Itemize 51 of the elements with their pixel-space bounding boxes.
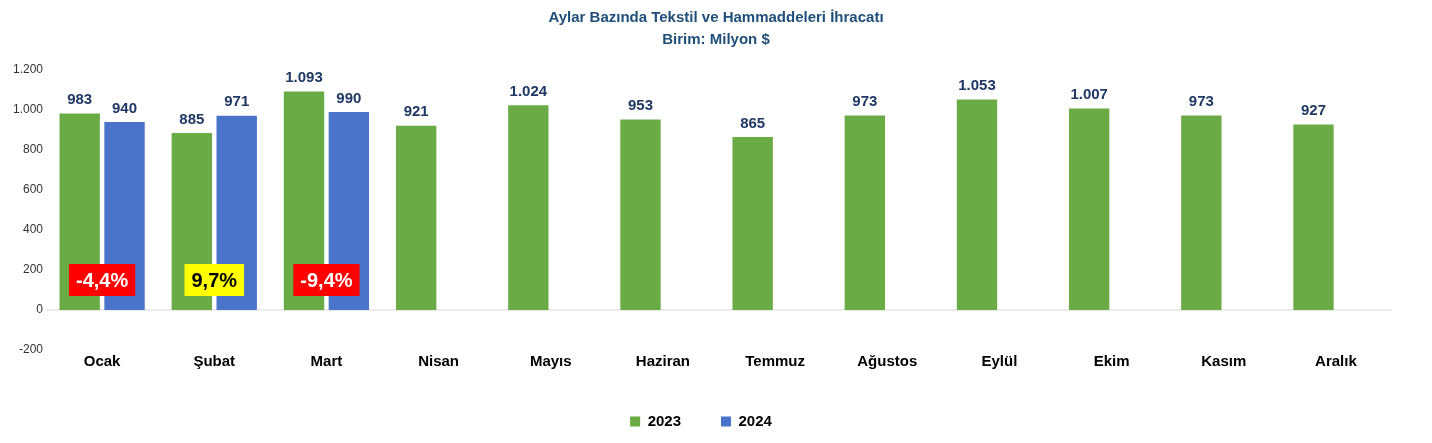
y-tick-label: -200 [19, 342, 44, 357]
data-label: 973 [852, 92, 878, 110]
bar [620, 119, 661, 310]
y-tick-label: 200 [23, 262, 44, 277]
bar [844, 115, 886, 310]
legend-label: 2024 [738, 411, 773, 429]
x-tick-label: Nisan [418, 352, 460, 370]
data-label: 990 [336, 88, 362, 106]
x-tick-label: Aralık [1315, 352, 1358, 370]
x-tick-label: Ekim [1093, 352, 1130, 370]
y-tick-label: 1.000 [13, 102, 44, 117]
data-label: 885 [179, 109, 205, 127]
x-tick-label: Haziran [635, 352, 691, 370]
data-label: 983 [67, 90, 93, 108]
y-tick-label: 600 [23, 182, 44, 197]
x-tick-label: Mayıs [529, 352, 572, 370]
data-label: 1.093 [285, 68, 323, 86]
bar [956, 99, 998, 310]
y-tick-label: 400 [23, 222, 44, 237]
data-label: 1.024 [509, 81, 548, 99]
data-label: 1.053 [958, 76, 996, 94]
chart-subtitle: Birim: Milyon $ [661, 29, 771, 49]
x-tick-label: Kasım [1201, 352, 1247, 370]
y-tick-label: 800 [23, 142, 44, 157]
bar [1181, 115, 1222, 310]
x-tick-label: Mart [310, 352, 343, 370]
y-tick-label: 0 [36, 302, 44, 317]
data-label: 927 [1300, 101, 1326, 119]
bar [508, 105, 549, 310]
annotation: 9,7% [191, 268, 238, 291]
bar [732, 137, 773, 310]
x-tick-label: Şubat [193, 352, 236, 370]
y-tick-label: 1.200 [13, 62, 44, 77]
data-label: 1.007 [1070, 85, 1108, 103]
bar [1293, 124, 1334, 310]
data-label: 865 [740, 113, 766, 131]
x-tick-label: Ocak [83, 352, 122, 370]
x-tick-label: Eylül [981, 352, 1018, 370]
data-label: 953 [627, 96, 654, 114]
x-tick-label: Ağustos [857, 352, 918, 370]
data-label: 940 [112, 98, 138, 116]
data-label: 971 [224, 92, 250, 110]
data-label: 921 [403, 102, 429, 120]
data-label: 973 [1188, 92, 1214, 110]
bar [395, 125, 437, 310]
annotation: -9,4% [300, 268, 353, 291]
bar [1068, 108, 1110, 310]
legend-label: 2023 [647, 411, 682, 429]
chart-title: Aylar Bazında Tekstil ve Hammaddeleri İhracatı [547, 7, 885, 27]
x-tick-label: Temmuz [745, 352, 805, 370]
annotation: -4,4% [75, 268, 129, 291]
